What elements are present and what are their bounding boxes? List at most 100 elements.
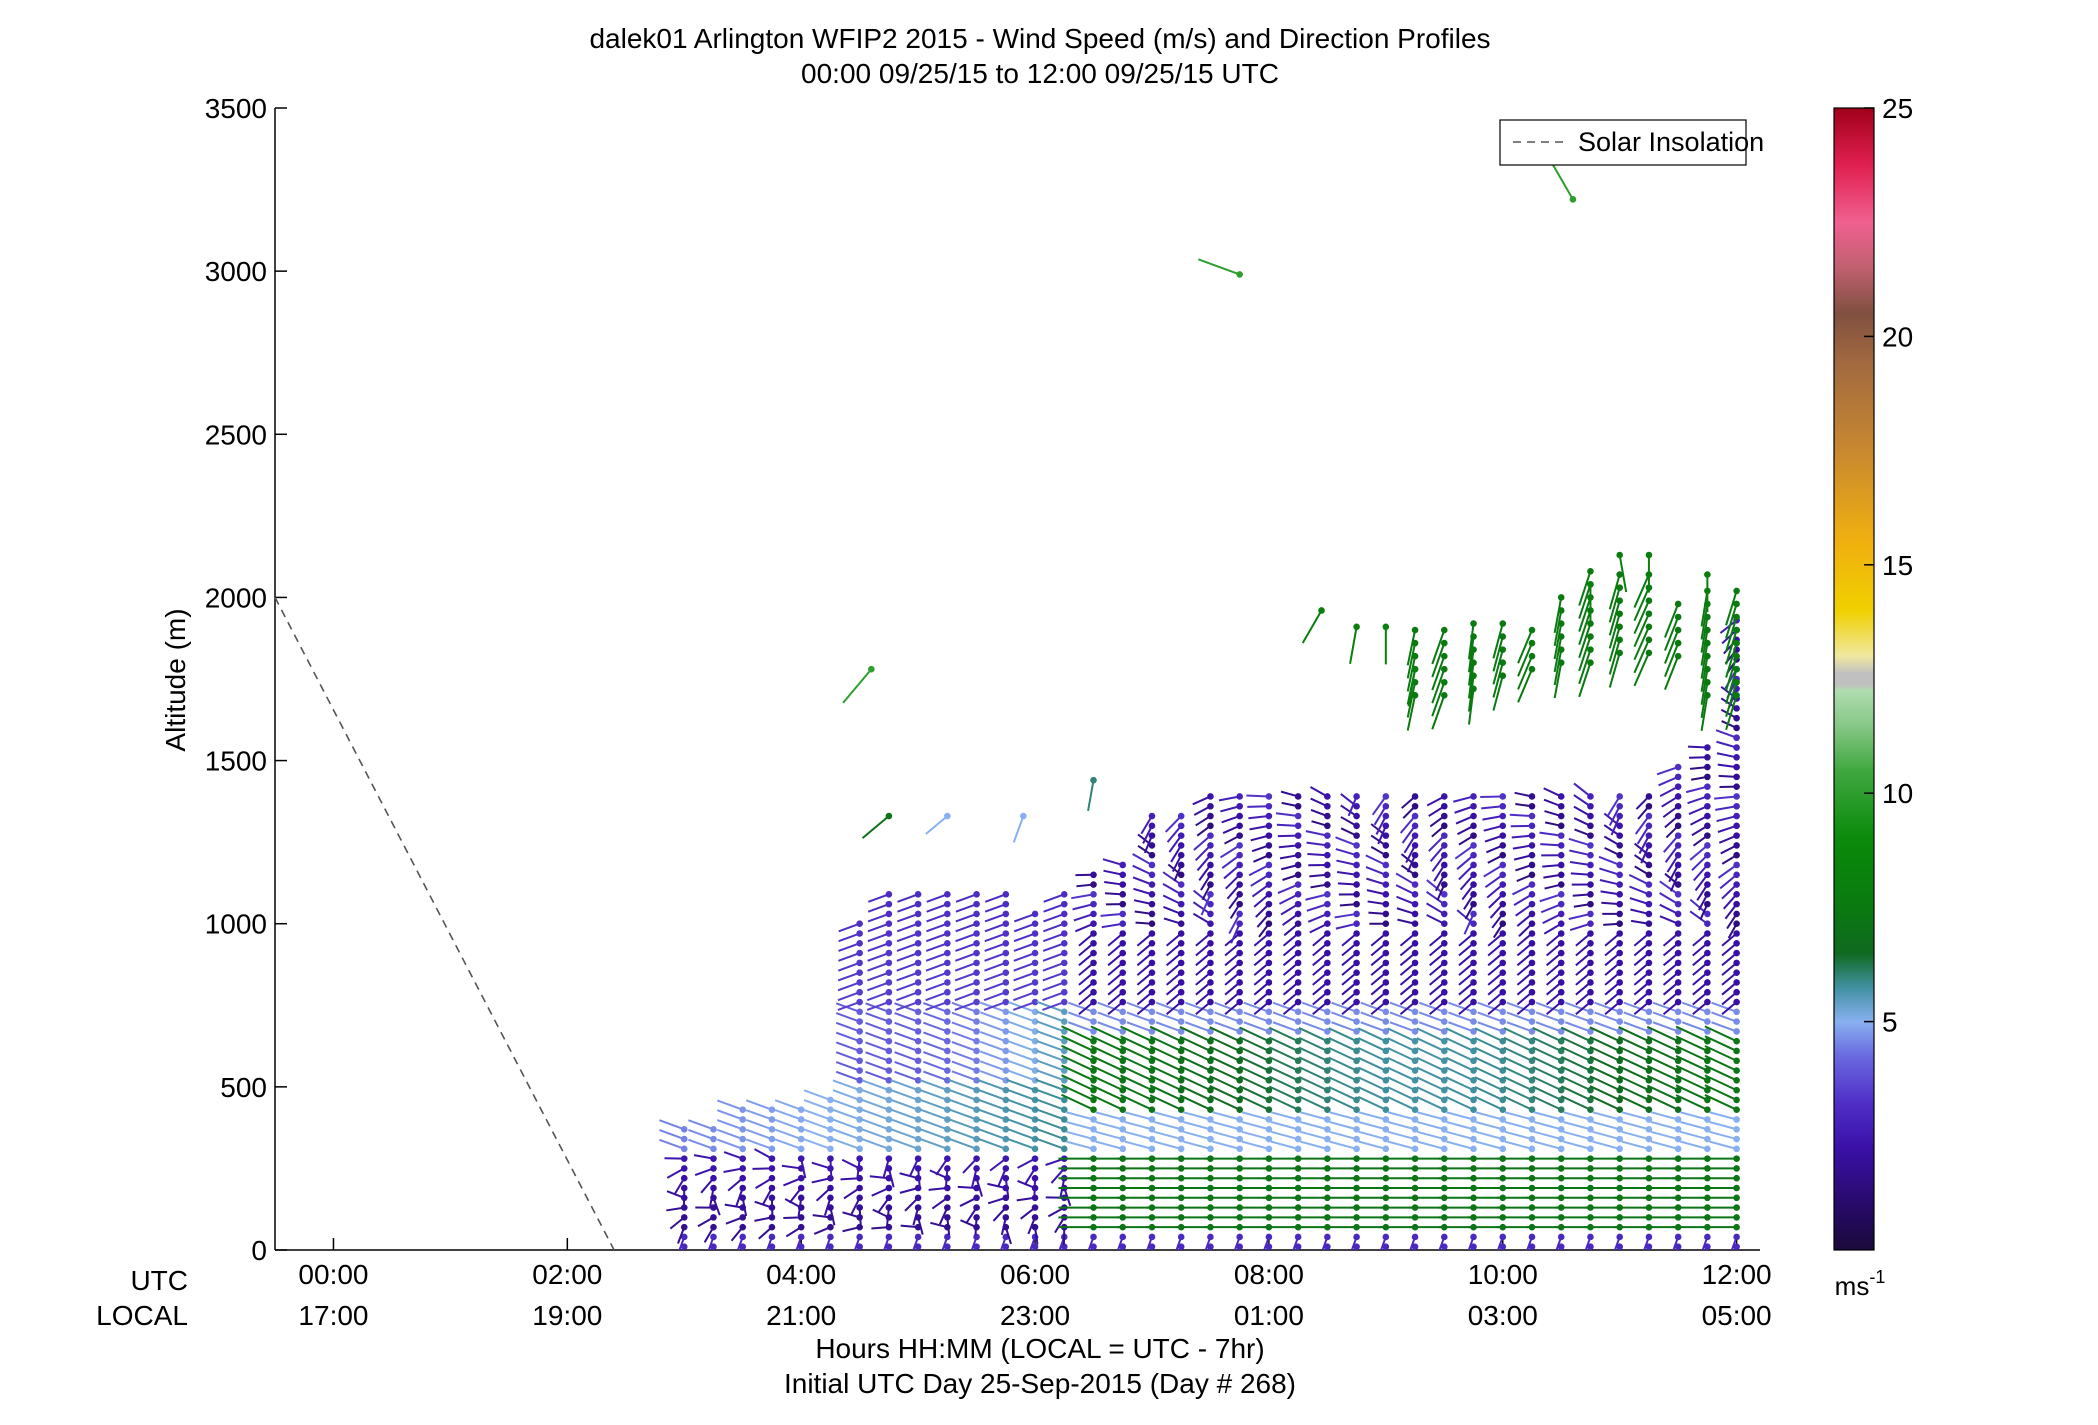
wind-barb-shaft xyxy=(1183,1140,1211,1150)
wind-barb-point xyxy=(1557,1008,1565,1016)
wind-barb-shaft xyxy=(1431,694,1446,730)
wind-barb-point xyxy=(1440,871,1448,879)
wind-barb-shaft xyxy=(1272,1011,1299,1023)
wind-barb-point xyxy=(1470,949,1477,957)
wind-barb-point xyxy=(1382,998,1390,1006)
wind-barb-point xyxy=(1031,1086,1039,1094)
wind-barb-point xyxy=(1440,1243,1448,1250)
wind-barb-point xyxy=(856,1018,863,1025)
wind-barb-shaft xyxy=(1328,1037,1358,1052)
wind-barb-shaft xyxy=(1043,912,1065,923)
wind-barb-point xyxy=(1528,802,1536,810)
wind-barb-point xyxy=(914,1028,922,1035)
wind-barb-shaft xyxy=(1704,1025,1738,1043)
wind-barb-point xyxy=(1733,1116,1740,1123)
wind-barb-point xyxy=(1645,1125,1653,1133)
wind-barb-point xyxy=(1060,969,1068,976)
wind-barb-shaft xyxy=(1474,1066,1504,1082)
wind-barb-point xyxy=(1353,1135,1360,1143)
wind-barb-point xyxy=(1674,988,1682,996)
wind-barb-shaft xyxy=(1168,835,1183,853)
wind-barb-point xyxy=(914,1194,922,1202)
wind-barb-point xyxy=(1470,1145,1477,1153)
wind-barb-point xyxy=(1674,812,1682,820)
wind-barb-point xyxy=(973,988,980,996)
wind-barb-shaft xyxy=(1721,883,1738,900)
wind-barb-shaft xyxy=(1484,873,1504,889)
wind-barb-shaft xyxy=(1228,913,1241,935)
wind-barb-point xyxy=(1557,1077,1565,1084)
wind-barb-shaft xyxy=(951,1041,977,1052)
wind-barb-point xyxy=(1294,1047,1302,1055)
wind-barb-point xyxy=(914,1145,922,1153)
wind-barb-shaft xyxy=(1704,1084,1738,1101)
wind-barb-point xyxy=(914,910,922,918)
wind-barb-shaft xyxy=(1162,894,1182,906)
wind-barb-shaft xyxy=(716,1099,744,1111)
wind-barb-point xyxy=(944,1194,951,1202)
wind-barb-shaft xyxy=(948,1118,977,1131)
wind-barb-point xyxy=(1704,881,1711,888)
wind-barb-shaft xyxy=(1035,1137,1065,1150)
wind-barb-point xyxy=(1265,842,1273,849)
wind-barb-point xyxy=(1704,793,1711,800)
wind-barb-point xyxy=(1265,959,1273,967)
wind-barb-point xyxy=(973,1214,980,1221)
wind-barb-shaft xyxy=(1212,1130,1240,1141)
wind-barb-point xyxy=(1119,1047,1127,1055)
wind-barb-point xyxy=(1528,1047,1536,1055)
wind-barb-point xyxy=(1704,851,1711,859)
wind-barb-shaft xyxy=(861,1079,890,1092)
wind-barb-point xyxy=(1324,939,1331,947)
wind-barb-shaft xyxy=(1061,1074,1094,1092)
wind-barb-point xyxy=(1177,910,1185,918)
wind-barb-point xyxy=(1528,851,1536,859)
wind-barb-shaft xyxy=(1709,1111,1737,1121)
wind-barb-point xyxy=(914,930,922,937)
wind-barb-shaft xyxy=(1389,1011,1416,1023)
wind-barb-shaft xyxy=(1090,1084,1124,1101)
wind-barb-point xyxy=(1382,881,1390,888)
wind-barb-point xyxy=(1031,1214,1039,1221)
wind-barb-shaft xyxy=(1565,1021,1591,1033)
wind-barb-point xyxy=(1236,1057,1243,1065)
wind-barb-shaft xyxy=(803,1108,831,1121)
wind-barb-point xyxy=(1470,1018,1477,1025)
wind-barb-point xyxy=(1382,939,1390,947)
wind-barb-shaft xyxy=(1448,1001,1474,1013)
wind-barb-shaft xyxy=(1239,1095,1270,1111)
wind-barb-shaft xyxy=(1183,1130,1211,1141)
wind-barb-shaft xyxy=(1321,1236,1329,1250)
wind-barb-point xyxy=(1440,1086,1448,1094)
wind-barb-point xyxy=(914,1077,922,1084)
wind-barb-point xyxy=(1411,861,1419,869)
wind-barb-shaft xyxy=(1428,834,1445,852)
wind-barb-point xyxy=(1674,626,1682,634)
wind-barb-point xyxy=(1207,822,1214,830)
wind-barb-shaft xyxy=(894,1041,919,1052)
wind-barb-point xyxy=(1645,920,1653,928)
wind-barb-point xyxy=(1645,1106,1653,1113)
wind-barb-point xyxy=(856,930,863,937)
wind-barb-shaft xyxy=(1416,1047,1445,1062)
wind-barb-point xyxy=(1587,802,1594,810)
wind-barb-point xyxy=(1528,1096,1536,1104)
wind-barb-point xyxy=(1674,1018,1682,1025)
wind-barb-shaft xyxy=(1347,796,1358,817)
wind-barb-point xyxy=(885,1106,893,1113)
wind-barb-shaft xyxy=(999,1236,1007,1250)
wind-barb-point xyxy=(1382,1243,1390,1250)
wind-barb-point xyxy=(973,1057,980,1065)
wind-barb-point xyxy=(1207,832,1214,839)
wind-barb-point xyxy=(797,1135,805,1143)
wind-barb-shaft xyxy=(1418,1021,1445,1033)
wind-barb-shaft xyxy=(1247,805,1269,808)
colorbar-tick-label: 20 xyxy=(1882,321,1913,352)
wind-barb-point xyxy=(1265,1096,1273,1104)
wind-barb-shaft xyxy=(977,1078,1007,1092)
wind-barb-point xyxy=(1382,1077,1390,1084)
wind-barb-shaft xyxy=(1387,1037,1416,1052)
wind-barb-point xyxy=(1733,959,1740,967)
wind-barb-point xyxy=(1324,1106,1331,1113)
wind-barb-point xyxy=(1002,988,1010,996)
